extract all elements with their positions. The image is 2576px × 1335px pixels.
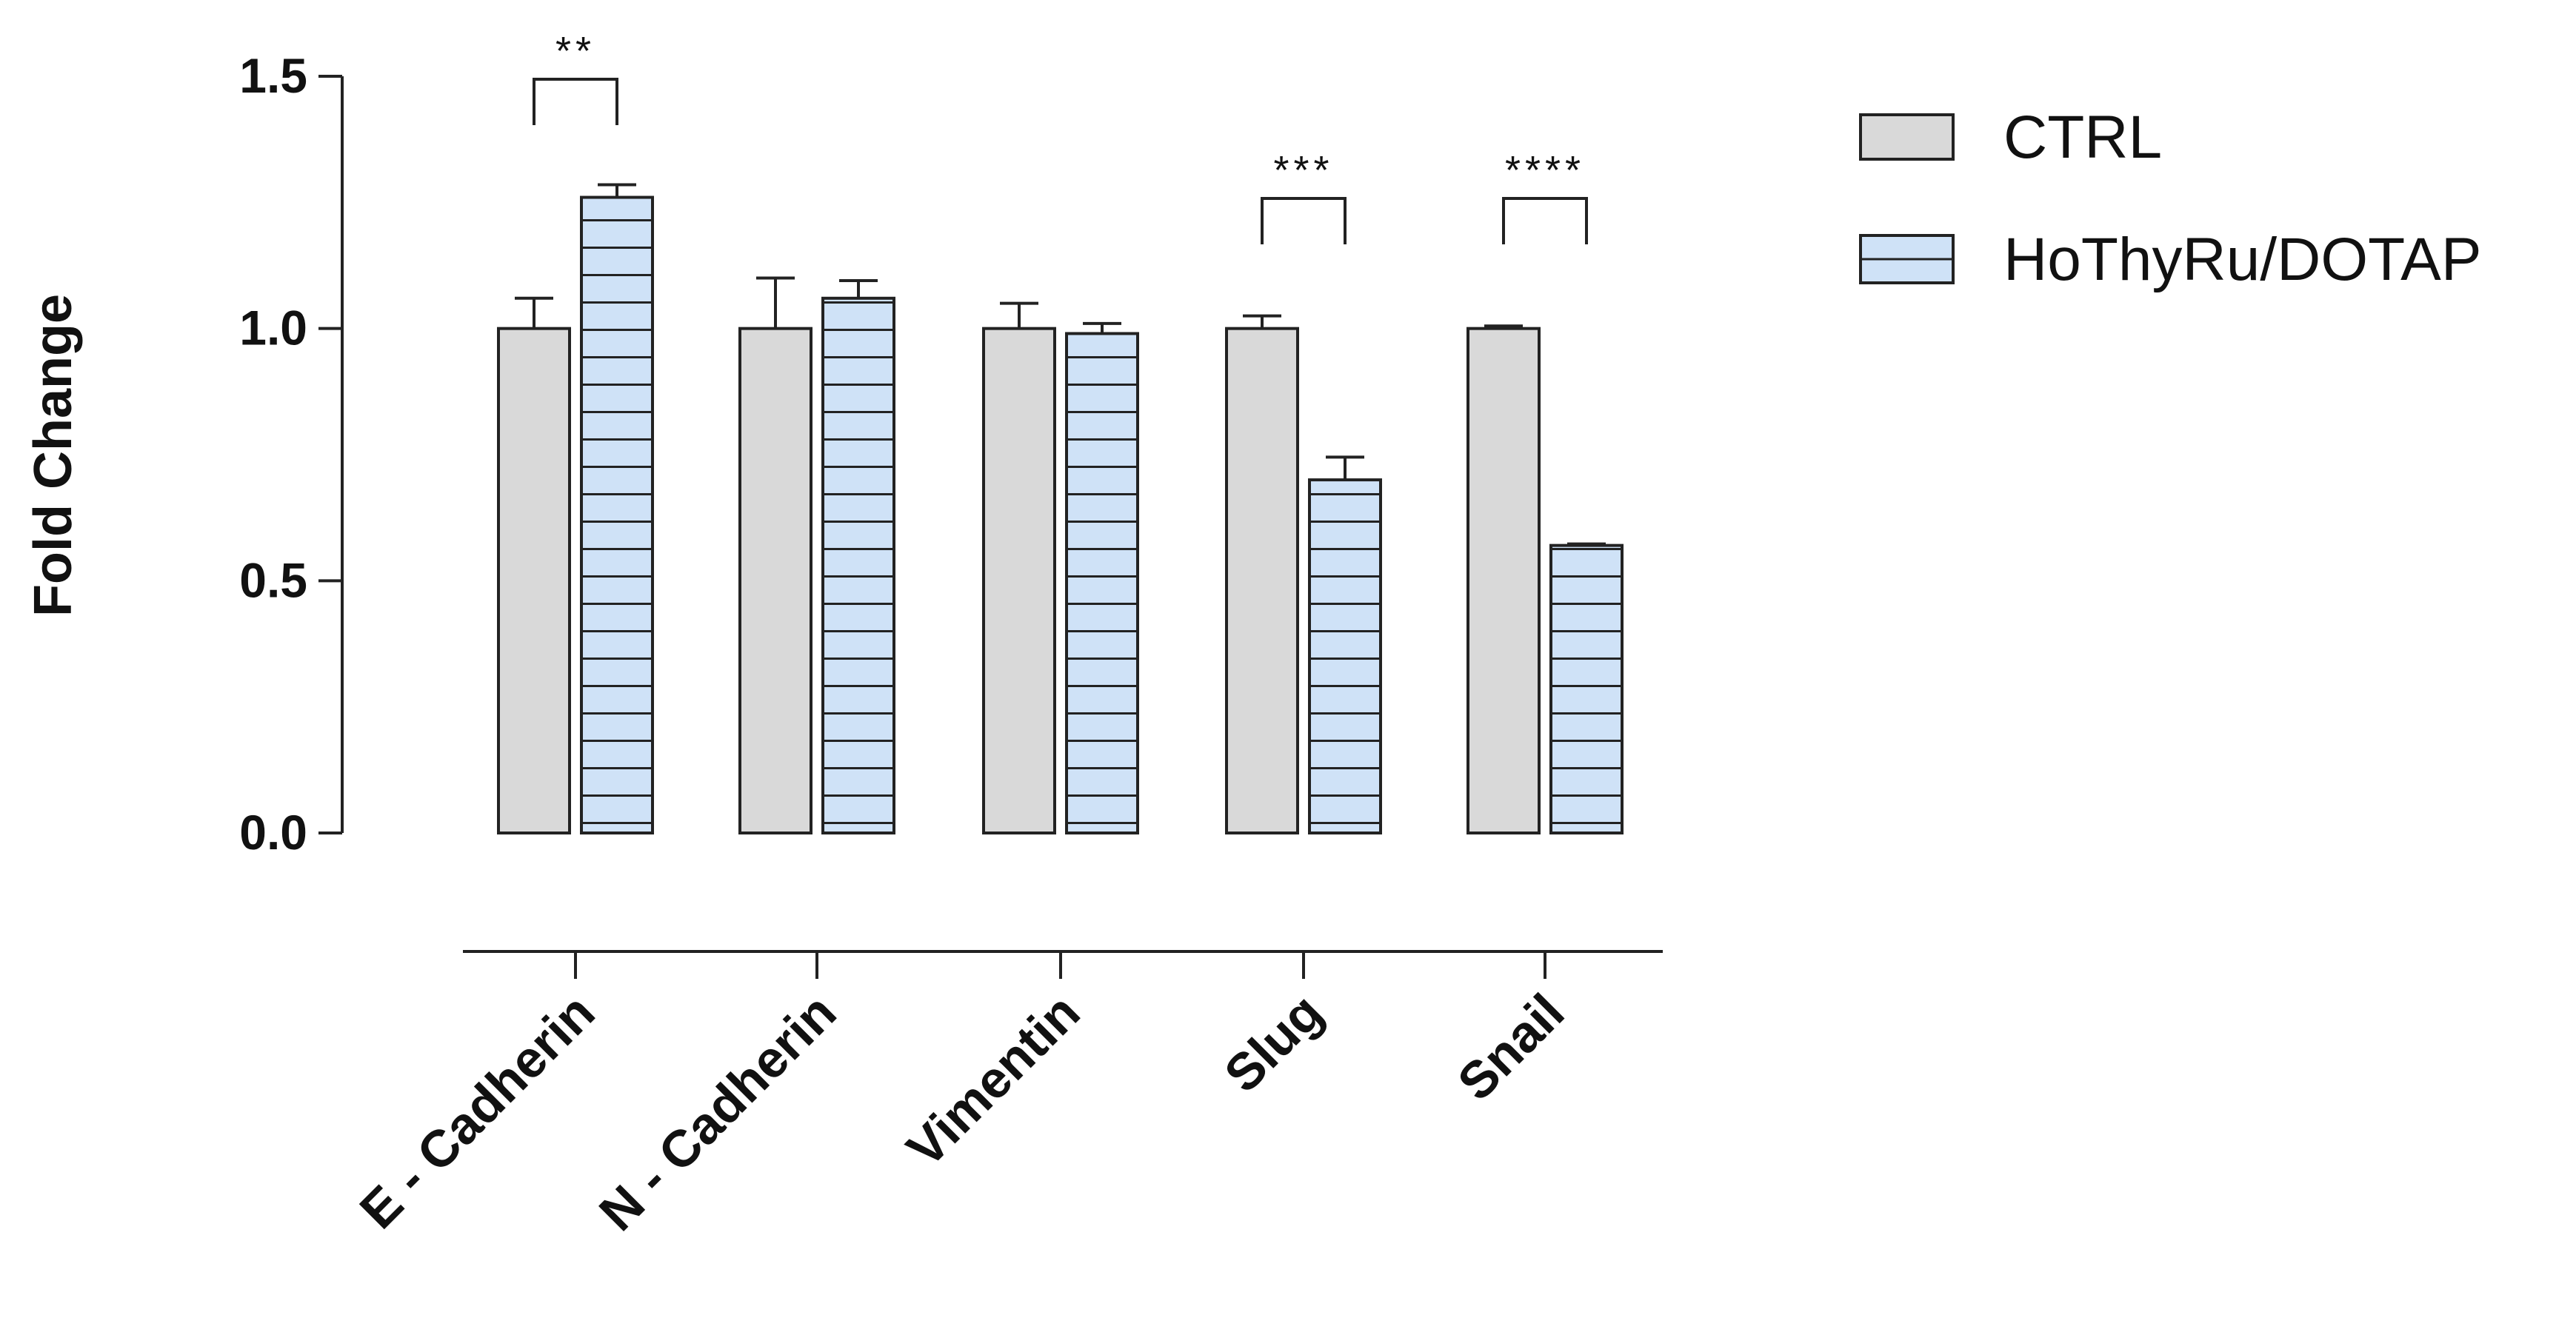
bar-hothyru-dotap-n-cadherin — [821, 296, 895, 834]
bar-hothyru-dotap-slug — [1308, 478, 1382, 834]
y-ticks: 0.0 0.5 1.0 1.5 — [239, 48, 342, 860]
x-tick-label-snail: Snail — [1447, 983, 1575, 1111]
bar-ctrl-e-cadherin — [497, 327, 571, 834]
significance-label-snail: **** — [1505, 148, 1585, 193]
legend-label-ctrl: CTRL — [2003, 104, 2162, 171]
x-tick-label-n-cadherin: N - Cadherin — [588, 983, 847, 1241]
bar-hothyru-dotap-snail — [1549, 543, 1624, 834]
bar-hothyru-dotap-e-cadherin — [580, 195, 654, 834]
significance-bracket-snail — [1502, 197, 1588, 244]
bar-ctrl-n-cadherin — [738, 327, 812, 834]
bar-ctrl-slug — [1225, 327, 1299, 834]
y-tick-label: 1.0 — [239, 301, 307, 355]
legend: CTRL HoThyRu/DOTAP — [1859, 104, 2482, 293]
bar-hothyru-dotap-vimentin — [1065, 332, 1139, 835]
bar-ctrl-vimentin — [982, 327, 1056, 834]
x-tick-label-slug: Slug — [1213, 983, 1333, 1103]
legend-label-hothyru-dotap: HoThyRu/DOTAP — [2003, 226, 2482, 293]
error-bars — [515, 183, 1606, 546]
y-tick-label: 0.5 — [239, 552, 307, 607]
significance-markers: ***** **** — [533, 29, 1588, 244]
significance-bracket-slug — [1261, 197, 1347, 244]
bars — [497, 195, 1624, 835]
y-axis-label: Fold Change — [24, 294, 83, 617]
significance-label-e-cadherin: ** — [555, 29, 595, 73]
x-tick-label-e-cadherin: E - Cadherin — [349, 983, 606, 1239]
significance-label-slug: *** — [1273, 148, 1333, 193]
y-tick-label: 0.0 — [239, 805, 307, 860]
y-tick-label: 1.5 — [239, 48, 307, 103]
legend-swatch-ctrl — [1859, 113, 1955, 161]
significance-bracket-e-cadherin — [533, 78, 618, 125]
bar-ctrl-snail — [1466, 327, 1541, 834]
x-tick-label-vimentin: Vimentin — [895, 983, 1090, 1177]
